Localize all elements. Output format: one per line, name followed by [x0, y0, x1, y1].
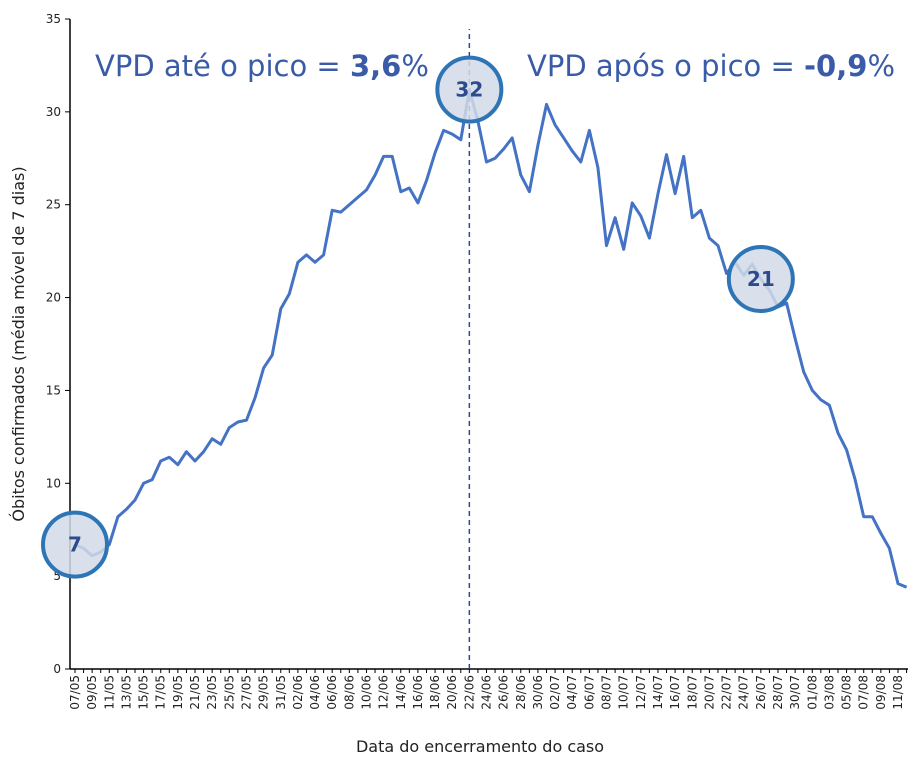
annotation-text: VPD após o pico =	[527, 49, 804, 83]
x-tick-label: 21/05	[188, 675, 202, 710]
data-line	[74, 88, 908, 589]
x-tick-label: 30/07	[788, 675, 802, 710]
x-tick-label: 11/08	[891, 675, 905, 710]
x-tick-label: 08/06	[342, 675, 356, 710]
callout-circle	[435, 55, 504, 124]
x-tick-label: 25/05	[222, 675, 236, 710]
x-tick-label: 28/07	[771, 675, 785, 710]
x-tick-label: 23/05	[205, 675, 219, 710]
annotation-text: VPD até o pico =	[95, 49, 350, 83]
annotation: VPD até o pico = 3,6%	[95, 49, 429, 83]
x-tick-label: 04/07	[565, 675, 579, 710]
x-tick-label: 10/07	[617, 675, 631, 710]
callout-label: 7	[68, 533, 82, 557]
x-tick-label: 17/05	[154, 675, 168, 710]
x-tick-label: 22/07	[720, 675, 734, 710]
x-tick-label: 01/08	[805, 675, 819, 710]
y-tick-label: 10	[46, 476, 61, 490]
x-tick-label: 04/06	[308, 675, 322, 710]
x-tick-label: 20/07	[702, 675, 716, 710]
y-tick-label: 15	[46, 383, 61, 397]
x-tick-label: 26/06	[497, 675, 511, 710]
x-tick-label: 05/08	[840, 675, 854, 710]
x-tick-label: 16/07	[668, 675, 682, 710]
x-tick-label: 29/05	[257, 675, 271, 710]
x-tick-label: 24/07	[737, 675, 751, 710]
x-tick-label: 16/06	[411, 675, 425, 710]
annotation: VPD após o pico = -0,9%	[527, 49, 895, 83]
x-axis-title: Data do encerramento do caso	[356, 737, 604, 756]
x-tick-label: 03/08	[822, 675, 836, 710]
x-tick-label: 26/07	[754, 675, 768, 710]
annotation-value: -0,9	[804, 49, 867, 83]
y-tick-label: 35	[46, 12, 61, 26]
x-tick-label: 20/06	[445, 675, 459, 710]
x-tick-label: 22/06	[462, 675, 476, 710]
y-tick-label: 20	[46, 291, 61, 305]
callout-circle	[41, 510, 109, 579]
x-tick-label: 24/06	[480, 675, 494, 710]
x-tick-label: 09/05	[85, 675, 99, 710]
x-tick-label: 18/07	[685, 675, 699, 710]
callout-circle	[726, 245, 795, 313]
x-tick-label: 14/07	[651, 675, 665, 710]
x-tick-label: 07/08	[857, 675, 871, 710]
x-tick-label: 13/05	[119, 675, 133, 710]
x-tick-label: 10/06	[359, 675, 373, 710]
annotation-unit: %	[867, 49, 895, 83]
x-tick-label: 02/06	[291, 675, 305, 710]
annotation-unit: %	[401, 49, 429, 83]
x-tick-label: 02/07	[548, 675, 562, 710]
x-tick-label: 15/05	[137, 675, 151, 710]
x-tick-label: 06/06	[325, 675, 339, 710]
x-tick-label: 30/06	[531, 675, 545, 710]
x-tick-label: 31/05	[274, 675, 288, 710]
x-tick-label: 12/07	[634, 675, 648, 710]
x-tick-label: 28/06	[514, 675, 528, 710]
annotation-value: 3,6	[350, 49, 401, 83]
x-tick-label: 09/08	[874, 675, 888, 710]
y-tick-label: 30	[46, 105, 61, 119]
x-tick-label: 19/05	[171, 675, 185, 710]
callout-label: 32	[455, 78, 483, 102]
y-axis-title: Óbitos confirmados (média móvel de 7 dia…	[9, 166, 28, 521]
x-tick-label: 07/05	[68, 675, 82, 710]
x-tick-label: 11/05	[102, 675, 116, 710]
x-tick-label: 08/07	[600, 675, 614, 710]
y-tick-label: 5	[53, 569, 61, 583]
x-tick-label: 14/06	[394, 675, 408, 710]
x-tick-label: 12/06	[377, 675, 391, 710]
x-tick-label: 18/06	[428, 675, 442, 710]
x-tick-label: 27/05	[239, 675, 253, 710]
y-tick-label: 25	[46, 198, 61, 212]
x-tick-label: 06/07	[582, 675, 596, 710]
callout-label: 21	[747, 267, 775, 291]
y-tick-label: 0	[53, 662, 61, 676]
